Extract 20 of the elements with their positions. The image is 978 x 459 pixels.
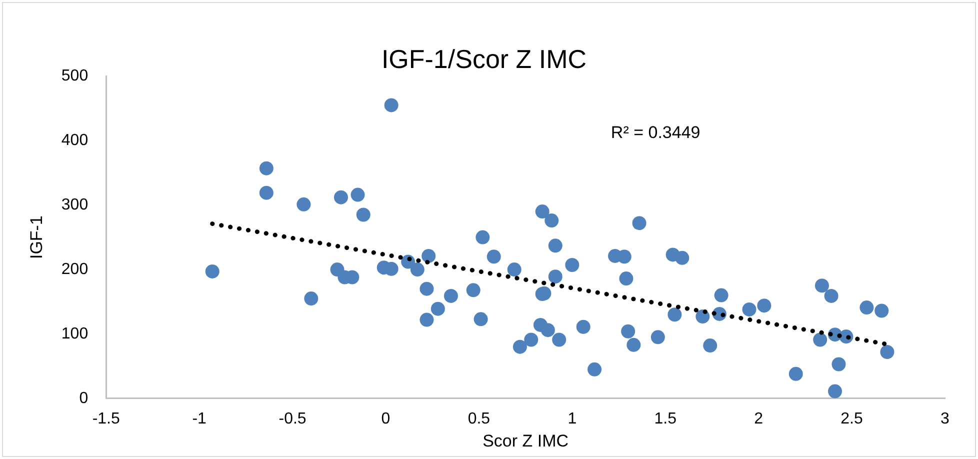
y-tick-label: 300 [61,196,88,214]
x-axis-title: Scor Z IMC [482,431,569,450]
y-tick-label: 500 [61,68,88,85]
x-tick-label: 1 [568,410,577,428]
x-tick-label: 2.5 [840,410,864,428]
x-tick-label: 2 [754,410,764,428]
x-tick-label: 3 [940,410,950,428]
annotation: R² = 0.3449 [610,122,700,142]
y-tick-label: 200 [61,260,88,278]
x-tick-label: -1 [192,410,207,428]
x-tick-label: 0.5 [468,410,490,428]
chart-title: IGF-1/Scor Z IMC [381,44,587,74]
y-tick-label: 400 [61,132,88,150]
x-tick-label: 0 [381,410,390,428]
y-tick-label: 100 [61,325,88,342]
x-tick-label: 1.5 [654,410,677,428]
x-tick-label: -0.5 [278,410,306,428]
y-axis-title: IGF-1 [26,216,46,260]
y-tick-label: 0 [79,390,88,407]
x-tick-label: -1.5 [92,410,120,428]
